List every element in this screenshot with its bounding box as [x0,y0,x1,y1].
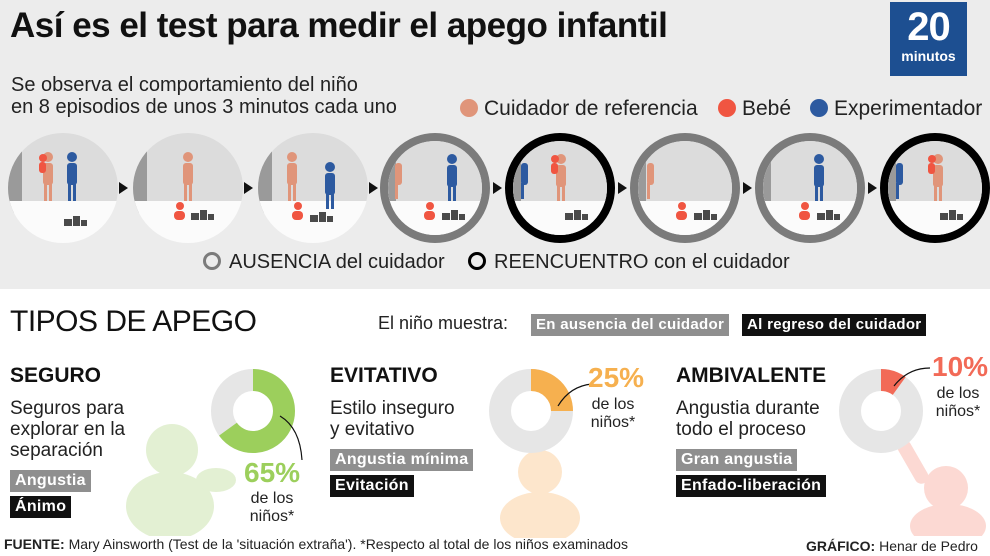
child-silhouette-icon [126,424,236,536]
credit-label: GRÁFICO: [806,538,876,554]
desc-line: Angustia durante [676,398,820,419]
type-title-seguro: SEGURO [10,364,102,387]
absence-tag-ambivalente: Gran angustia [676,449,798,471]
logo-word: minutos [901,48,956,64]
credit-text: Henar de Pedro [879,538,978,554]
percent-caption-ambivalente: de los niños* [929,385,987,421]
reunion-key: REENCUENTRO con el cuidador [468,251,790,274]
baby-dot-icon [718,99,736,117]
legend-label: Cuidador de referencia [484,97,698,120]
caption-line: niños* [935,403,981,420]
episode-5-reunion [505,133,615,243]
leader-line [893,367,931,387]
leader-line [279,415,303,461]
desc-line: separación [10,440,103,461]
donut-ambivalente [839,369,923,453]
caption-line: de los [250,490,294,507]
donut-evitativo [489,369,573,453]
episode-3 [258,133,368,243]
episode-1 [8,133,118,243]
absence-tag-seguro: Angustia [10,470,91,492]
arrow-icon [119,182,128,194]
donut-slice [530,369,573,412]
credit-note: GRÁFICO: Henar de Pedro [806,538,978,554]
type-title-evitativo: EVITATIVO [330,364,438,387]
gray-ring-icon [203,252,221,270]
legend-label: Experimentador [834,97,983,120]
legend-label: Bebé [742,97,792,120]
arrow-icon [493,182,502,194]
desc-line: Estilo inseguro [330,398,455,419]
source-text: Mary Ainsworth (Test de la 'situación ex… [68,536,628,552]
return-tag-ambivalente: Enfado-liberación [676,475,827,497]
leader-line [557,383,593,407]
episode-7-absence [755,133,865,243]
intro-text: Se observa el comportamiento del niño en… [11,74,397,118]
arrow-icon [743,182,752,194]
desc-line: Seguros para [10,398,125,419]
absence-key: AUSENCIA del cuidador [203,251,445,274]
source-label: FUENTE: [4,536,65,552]
page-title: Así es el test para medir el apego infan… [10,6,668,45]
return-tag-seguro: Ánimo [10,496,72,518]
episode-6-absence [630,133,740,243]
source-note: FUENTE: Mary Ainsworth (Test de la 'situ… [4,536,628,552]
desc-line: explorar en la [10,419,126,440]
brand-logo: 20 minutos [890,2,967,76]
arrow-icon [244,182,253,194]
donut-slice [219,369,295,453]
arrow-icon [618,182,627,194]
arrow-icon [868,182,877,194]
intro-line-1: Se observa el comportamiento del niño [11,74,358,96]
shows-label: El niño muestra: [378,313,509,333]
type-desc-evitativo: Estilo inseguro y evitativo [330,398,455,440]
tag-absence-key: En ausencia del cuidador [531,314,730,336]
caption-line: niños* [590,414,636,431]
desc-line: y evitativo [330,419,415,440]
percent-caption-seguro: de los niños* [244,490,300,526]
donut-slice [880,369,906,396]
percent-evitativo: 25% [588,362,645,393]
section-title: TIPOS DE APEGO [10,305,257,338]
caption-line: de los [936,385,980,402]
absence-key-label: AUSENCIA del cuidador [229,251,445,273]
arrow-icon [369,182,378,194]
return-tag-evitativo: Evitación [330,475,414,497]
donut-seguro [211,369,295,453]
percent-ambivalente: 10% [932,351,989,382]
episode-2 [133,133,243,243]
caregiver-dot-icon [460,99,478,117]
reunion-key-label: REENCUENTRO con el cuidador [494,251,790,273]
caption-line: de los [591,396,635,413]
percent-caption-evitativo: de los niños* [585,396,641,432]
child-silhouette-icon [897,440,986,536]
tag-return-key: Al regreso del cuidador [742,314,927,336]
desc-line: todo el proceso [676,419,806,440]
black-ring-icon [468,252,486,270]
type-desc-ambivalente: Angustia durante todo el proceso [676,398,820,440]
logo-number: 20 [907,5,951,49]
legend-experimenter: Experimentador [810,97,982,121]
caption-line: niños* [249,508,295,525]
percent-seguro: 65% [244,457,301,488]
intro-line-2: en 8 episodios de unos 3 minutos cada un… [11,96,397,118]
type-desc-seguro: Seguros para explorar en la separación [10,398,125,461]
experimenter-dot-icon [810,99,828,117]
episode-4-absence [380,133,490,243]
episode-8-reunion [880,133,990,243]
absence-tag-evitativo: Angustia mínima [330,449,474,471]
type-title-ambivalente: AMBIVALENTE [676,364,827,387]
legend-baby: Bebé [718,97,791,121]
child-silhouette-icon [500,450,580,538]
legend-caregiver: Cuidador de referencia [460,97,698,121]
